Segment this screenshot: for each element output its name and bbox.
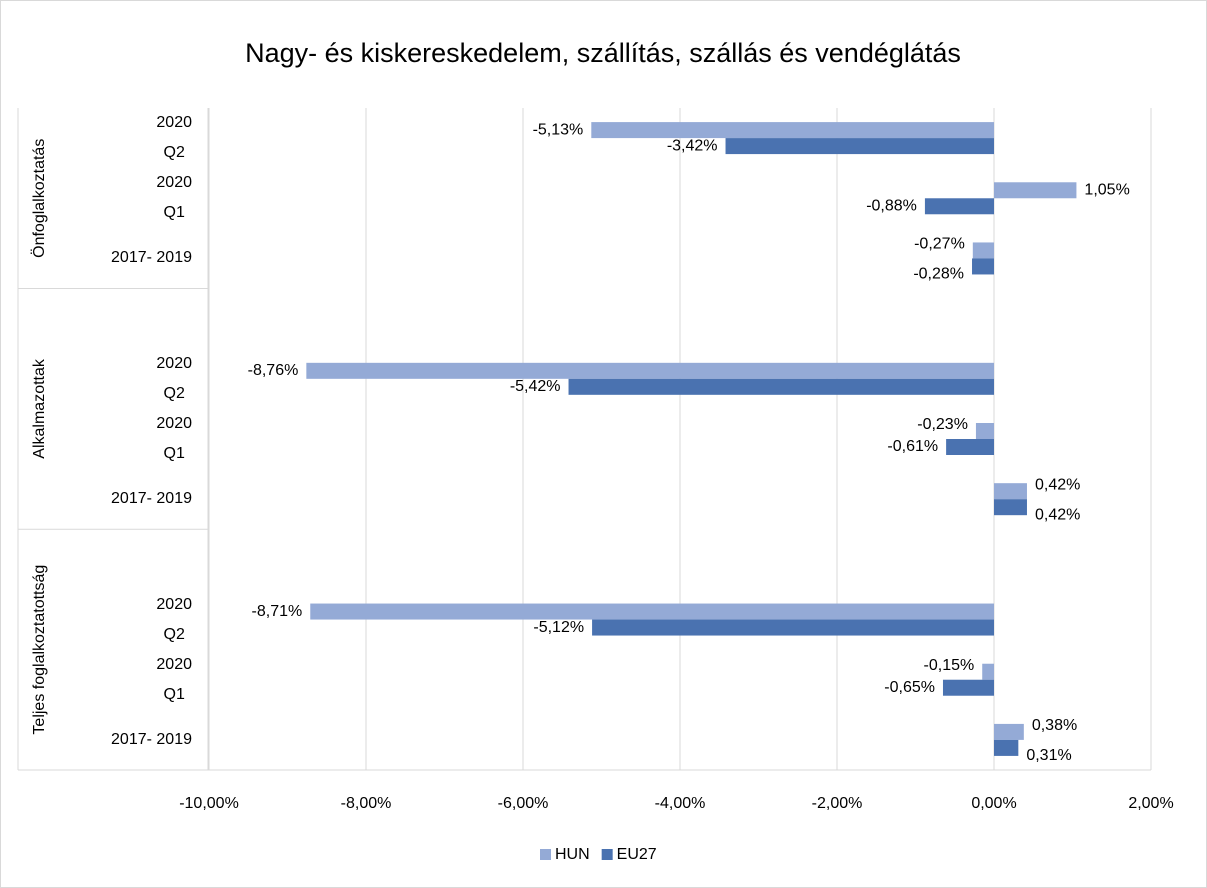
data-label: -0,65%	[884, 679, 935, 696]
group-label: Alkalmazottak	[31, 358, 48, 459]
data-label: 0,42%	[1035, 506, 1080, 523]
chart-title: Nagy- és kiskereskedelem, szállítás, szá…	[245, 38, 961, 68]
y-tick-label: 2020 Q2	[156, 114, 192, 162]
x-tick-label: -4,00%	[655, 795, 706, 812]
y-tick-label: 2020 Q2	[156, 595, 192, 643]
bar	[568, 378, 994, 395]
data-label: -8,71%	[252, 603, 303, 620]
y-tick-label: 2017- 2019	[111, 490, 192, 508]
data-label: 1,05%	[1084, 181, 1129, 198]
legend-label: EU27	[617, 846, 657, 863]
bar	[994, 723, 1024, 740]
bar	[994, 739, 1019, 756]
legend-label: HUN	[555, 846, 590, 863]
bar	[975, 423, 994, 439]
x-tick-label: -10,00%	[179, 795, 239, 812]
bar	[942, 679, 994, 696]
x-tick-label: -6,00%	[498, 795, 549, 812]
data-label: 0,31%	[1026, 747, 1071, 764]
bar	[924, 198, 994, 215]
group-label: Teljes foglalkoztatottság	[31, 565, 48, 735]
y-tick-label: 2017- 2019	[111, 730, 192, 748]
x-tick-label: 0,00%	[971, 795, 1016, 812]
bar	[982, 663, 994, 680]
bar	[725, 138, 994, 155]
data-label: -0,15%	[924, 657, 975, 674]
data-label: -8,76%	[248, 362, 299, 379]
x-tick-label: -2,00%	[812, 795, 863, 812]
data-label: -0,28%	[913, 266, 964, 283]
y-tick-label: 2020 Q1	[156, 655, 192, 703]
bar	[306, 362, 995, 379]
data-label: -0,23%	[917, 416, 968, 433]
x-tick-label: -8,00%	[341, 795, 392, 812]
data-label: 0,38%	[1032, 717, 1077, 734]
data-label: -3,42%	[667, 137, 718, 154]
y-tick-label: 2020 Q2	[156, 354, 192, 402]
data-label: -5,12%	[533, 619, 584, 636]
data-label: -5,13%	[533, 121, 584, 138]
y-tick-label: 2017- 2019	[111, 249, 192, 267]
x-tick-label: 2,00%	[1128, 795, 1173, 812]
legend-swatch	[540, 849, 551, 860]
group-label: Önfoglalkoztatás	[30, 139, 48, 258]
y-tick-label: 2020 Q1	[156, 415, 192, 462]
bar	[591, 122, 994, 139]
bar	[946, 439, 994, 455]
data-label: -0,61%	[887, 438, 938, 455]
bar	[592, 619, 994, 636]
bar	[310, 603, 994, 620]
bar	[972, 258, 994, 275]
data-label: -5,42%	[510, 378, 561, 395]
data-label: 0,42%	[1035, 476, 1080, 493]
bar	[972, 242, 994, 259]
data-label: -0,88%	[866, 197, 917, 214]
bar	[994, 499, 1027, 516]
bar	[994, 483, 1027, 500]
y-tick-label: 2020 Q1	[156, 174, 192, 222]
legend-swatch	[601, 849, 613, 860]
data-label: -0,27%	[914, 236, 965, 253]
bar	[994, 182, 1077, 199]
